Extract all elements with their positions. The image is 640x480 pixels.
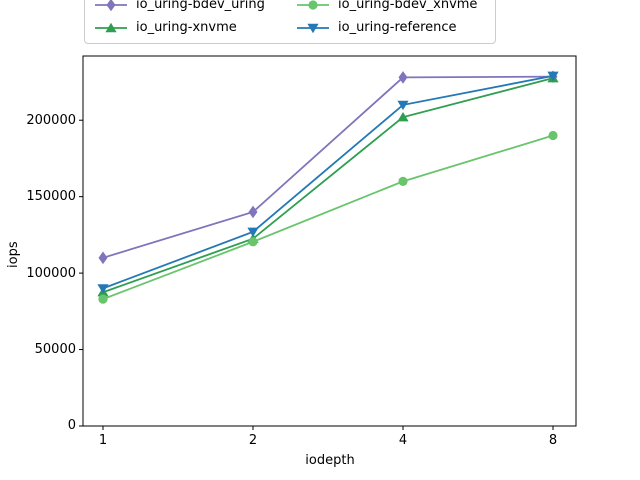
legend-label: io_uring-xnvme (136, 20, 237, 35)
x-tick-label-2: 2 (248, 433, 258, 448)
triangle-up-marker-icon (95, 21, 127, 35)
series-io_uring-reference (97, 71, 559, 294)
triangle-down-marker-icon (297, 21, 329, 35)
legend-item-io_uring-reference: io_uring-reference (297, 20, 485, 35)
legend-item-io_uring-bdev_xnvme: io_uring-bdev_xnvme (297, 0, 485, 12)
legend-label: io_uring-bdev_uring (136, 0, 265, 12)
x-axis-label: iodepth (305, 453, 355, 468)
legend-label: io_uring-reference (338, 20, 457, 35)
y-axis-label: iops (6, 241, 21, 268)
y-tick-label-150000: 150000 (26, 189, 76, 204)
x-tick-label-4: 4 (398, 433, 408, 448)
legend-item-io_uring-bdev_uring: io_uring-bdev_uring (95, 0, 283, 12)
x-tick-label-8: 8 (548, 433, 558, 448)
legend-label: io_uring-bdev_xnvme (338, 0, 478, 12)
diamond-marker-icon (95, 0, 127, 12)
series-io_uring-xnvme (97, 72, 559, 297)
legend: io_uring-bdev_uring io_uring-xnvme io_ur… (84, 0, 496, 44)
circle-marker-icon (297, 0, 329, 12)
legend-item-io_uring-xnvme: io_uring-xnvme (95, 20, 283, 35)
series-io_uring-bdev_xnvme (98, 130, 558, 304)
y-tick-label-0: 0 (67, 418, 76, 433)
x-tick-label-1: 1 (98, 433, 108, 448)
y-tick-label-50000: 50000 (34, 342, 76, 357)
y-tick-label-200000: 200000 (26, 113, 76, 128)
y-tick-label-100000: 100000 (26, 266, 76, 281)
